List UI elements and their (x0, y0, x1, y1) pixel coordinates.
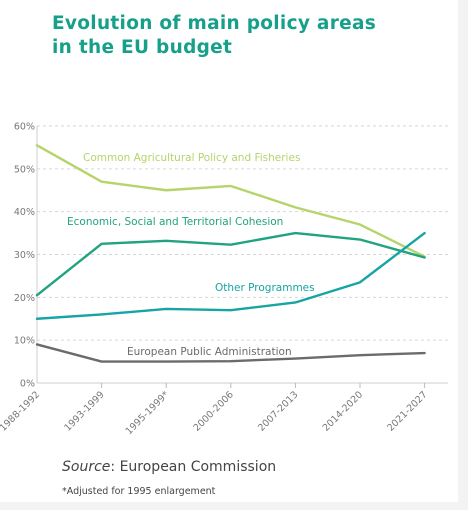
x-tick-label: 2014-2020 (321, 389, 365, 433)
x-tick-label: 2007-2013 (256, 389, 300, 433)
series-line (35, 343, 426, 363)
y-tick-label: 50% (14, 164, 35, 175)
series-line (35, 231, 426, 297)
series-label: European Public Administration (127, 346, 292, 358)
x-tick-label: 1993-1999 (62, 389, 106, 433)
y-tick-label: 0% (20, 379, 35, 390)
y-tick-label: 10% (14, 336, 35, 347)
line-chart: 0% 10% 20% 30% 40% 50% 60% 1988-1992 1993-1999 19… (0, 122, 448, 437)
y-tick-label: 20% (14, 293, 35, 304)
title-line-1: Evolution of main policy areas (52, 13, 377, 34)
series-label: Other Programmes (215, 282, 315, 294)
y-tick-label: 40% (14, 207, 35, 218)
source-suffix: : European Commission (110, 459, 277, 475)
title-line-2: in the EU budget (52, 37, 233, 58)
chart-title: Evolution of main policy areas in the EU… (52, 12, 376, 60)
footnote: *Adjusted for 1995 enlargement (62, 486, 216, 497)
chart-card: Evolution of main policy areas in the EU… (0, 0, 458, 502)
source-note: Source: European Commission (62, 459, 276, 475)
series-line (35, 231, 426, 320)
y-tick-label: 30% (14, 250, 35, 261)
y-tick-label: 60% (14, 122, 35, 133)
source-prefix: Source (62, 459, 111, 475)
x-tick-label: 1988-1992 (0, 389, 42, 433)
series-label: Common Agricultural Policy and Fisheries (83, 152, 300, 164)
x-tick-label: 1995-1999* (124, 389, 172, 437)
series-line (35, 144, 426, 258)
x-tick-label: 2021-2027 (385, 389, 429, 433)
x-tick-label: 2000-2006 (192, 389, 236, 433)
series-label: Economic, Social and Territorial Cohesio… (67, 216, 283, 228)
